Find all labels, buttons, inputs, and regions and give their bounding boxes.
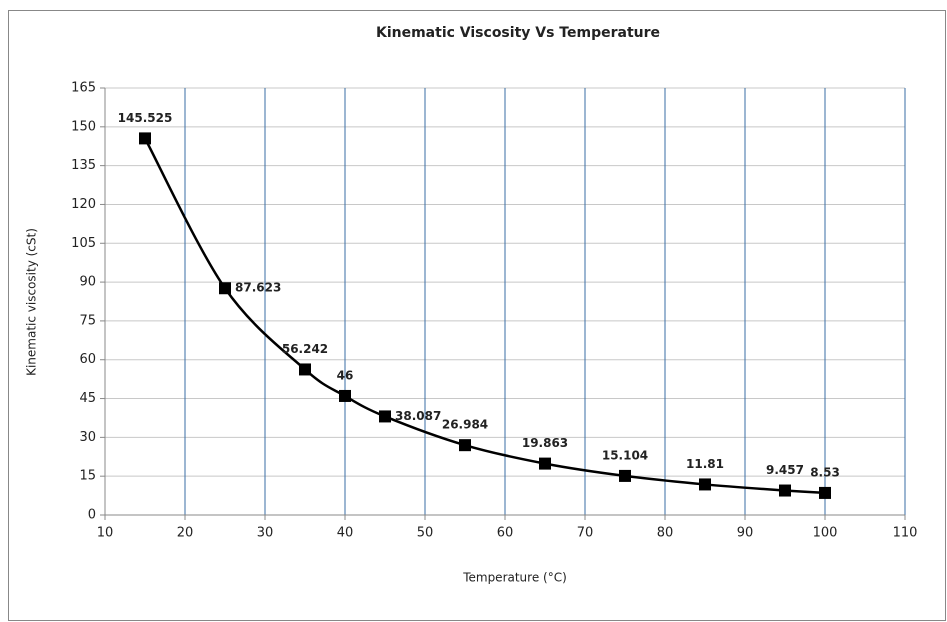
y-tick-label: 150: [71, 119, 96, 134]
data-label: 9.457: [766, 463, 804, 477]
marker: [819, 486, 831, 499]
data-label: 11.81: [686, 457, 724, 471]
marker: [699, 478, 711, 491]
data-label: 19.863: [522, 436, 568, 450]
data-label: 87.623: [235, 281, 281, 295]
marker: [619, 469, 631, 482]
y-tick-label: 75: [79, 313, 96, 328]
x-tick-label: 40: [337, 526, 354, 541]
marker: [459, 439, 471, 452]
x-tick-label: 70: [577, 526, 594, 541]
data-label: 145.525: [118, 111, 173, 125]
marker: [339, 389, 351, 402]
x-tick-label: 20: [177, 526, 194, 541]
marker: [779, 484, 791, 497]
chart-title: Kinematic Viscosity Vs Temperature: [376, 25, 660, 41]
data-label: 8.53: [810, 465, 840, 479]
y-tick-label: 15: [79, 469, 96, 484]
x-tick-label: 30: [257, 526, 274, 541]
y-tick-label: 60: [79, 352, 96, 367]
line: [143, 137, 826, 495]
y-axis-label: Kinematic viscosity (cSt): [25, 228, 39, 376]
y-tick-label: 30: [79, 430, 96, 445]
x-tick-label: 60: [497, 526, 514, 541]
marker: [379, 410, 391, 423]
y-tick-label: 90: [79, 275, 96, 290]
y-tick-label: 45: [79, 391, 96, 406]
x-tick-label: 50: [417, 526, 434, 541]
data-label: 15.104: [602, 448, 648, 462]
y-tick-label: 105: [71, 236, 96, 251]
data-label: 26.984: [442, 418, 488, 432]
x-tick-label: 90: [737, 526, 754, 541]
marker: [139, 132, 151, 145]
x-tick-label: 10: [97, 526, 114, 541]
data-label: 56.242: [282, 342, 328, 356]
y-tick-label: 165: [71, 81, 96, 96]
y-tick-label: 120: [71, 197, 96, 212]
marker: [219, 282, 231, 295]
y-tick-label: 0: [88, 508, 96, 523]
y-tick-label: 135: [71, 158, 96, 173]
chart-frame: [8, 10, 946, 621]
marker: [539, 457, 551, 470]
x-tick-label: 110: [893, 526, 918, 541]
data-label: 38.087: [395, 409, 441, 423]
x-tick-label: 100: [813, 526, 838, 541]
marker: [299, 363, 311, 376]
x-axis-label: Temperature (°C): [462, 571, 567, 585]
data-label: 46: [337, 368, 354, 382]
x-tick-label: 80: [657, 526, 674, 541]
